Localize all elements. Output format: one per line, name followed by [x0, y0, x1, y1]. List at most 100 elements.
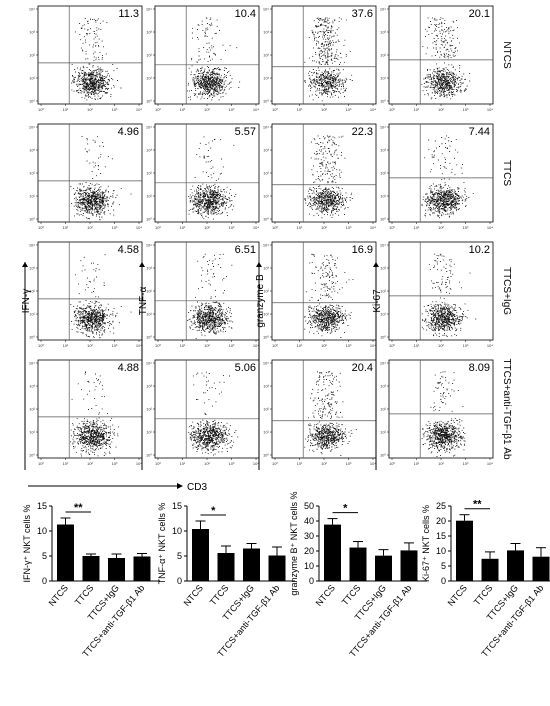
flow-events	[421, 17, 471, 100]
x-tick-label: 10³	[229, 343, 235, 348]
y-tick-label: 10³	[380, 384, 386, 389]
x-tick-label: 10⁴	[487, 461, 493, 466]
x-tick-label: 10¹	[414, 461, 420, 466]
y-tick-label: 10³	[146, 266, 152, 271]
y-tick-label: 10¹	[380, 430, 386, 435]
x-tick-label: 10³	[463, 461, 469, 466]
x-tick-label: 10³	[346, 461, 352, 466]
category-label: NTCS	[47, 583, 70, 608]
y-tick-label: 10³	[29, 30, 35, 35]
x-tick-label: 10⁰	[389, 343, 395, 348]
x-tick-label: 10²	[87, 107, 93, 112]
y-tick-label: 10⁰	[263, 453, 269, 458]
y-tick-label: 10³	[29, 148, 35, 153]
category-label: NTCS	[182, 583, 205, 608]
y-axis-label: granzyme B⁺ NKT cells %	[289, 491, 299, 595]
y-tick-label: 10¹	[380, 194, 386, 199]
y-tick-label: 10¹	[146, 194, 152, 199]
quadrant-percentage: 20.4	[352, 362, 373, 374]
y-tick-label: 20	[436, 516, 446, 526]
x-tick-label: 10³	[229, 225, 235, 230]
y-tick-label: 10¹	[263, 430, 269, 435]
flow-events	[421, 253, 477, 337]
x-tick-label: 10³	[463, 343, 469, 348]
y-tick-label: 15	[37, 501, 47, 511]
arrow-head-icon	[373, 262, 379, 267]
x-tick-label: 10¹	[414, 343, 420, 348]
x-tick-label: 10³	[112, 107, 118, 112]
y-tick-label: 10⁴	[146, 7, 152, 12]
y-tick-label: 10³	[380, 148, 386, 153]
bar	[507, 550, 524, 581]
x-tick-label: 10³	[229, 107, 235, 112]
y-tick-label: 10¹	[380, 312, 386, 317]
x-tick-label: 10¹	[414, 225, 420, 230]
y-tick-label: 10²	[29, 53, 35, 58]
x-tick-label: 10²	[321, 225, 327, 230]
flow-plot-frame	[154, 241, 260, 341]
x-tick-label: 10²	[321, 461, 327, 466]
y-tick-label: 10³	[29, 384, 35, 389]
category-label: NTCS	[314, 583, 337, 608]
bar	[349, 547, 367, 581]
x-tick-label: 10⁴	[370, 461, 376, 466]
arrow-head-icon	[256, 262, 262, 267]
x-tick-label: 10²	[438, 107, 444, 112]
x-tick-label: 10²	[87, 343, 93, 348]
x-tick-label: 10¹	[180, 225, 186, 230]
flow-events	[188, 371, 239, 456]
x-tick-label: 10³	[346, 225, 352, 230]
x-tick-label: 10¹	[297, 343, 303, 348]
y-tick-label: 10¹	[263, 312, 269, 317]
x-tick-label: 10⁰	[272, 343, 278, 348]
x-tick-label: 10¹	[297, 461, 303, 466]
y-tick-label: 10³	[29, 266, 35, 271]
y-tick-label: 10⁰	[380, 99, 386, 104]
quadrant-percentage: 22.3	[352, 126, 373, 138]
y-tick-label: 10¹	[380, 76, 386, 81]
y-tick-label: 0	[441, 576, 446, 586]
x-tick-label: 10³	[112, 343, 118, 348]
significance-marker: **	[74, 502, 83, 514]
x-tick-label: 10¹	[63, 107, 69, 112]
x-tick-label: 10¹	[297, 225, 303, 230]
y-tick-label: 10⁴	[380, 361, 386, 366]
y-tick-label: 10³	[146, 384, 152, 389]
y-tick-label: 10³	[263, 148, 269, 153]
y-tick-label: 40	[304, 516, 314, 526]
flow-events	[70, 254, 132, 339]
flow-plot-frame	[388, 241, 494, 341]
y-tick-label: 15	[436, 531, 446, 541]
x-tick-label: 10³	[346, 343, 352, 348]
y-tick-label: 10⁰	[146, 217, 152, 222]
arrow-head-icon	[177, 483, 183, 489]
y-marker-label: granzyme B	[255, 274, 266, 328]
y-tick-label: 5	[441, 561, 446, 571]
quadrant-percentage: 16.9	[352, 244, 373, 256]
x-tick-label: 10¹	[63, 461, 69, 466]
y-tick-label: 10²	[146, 53, 152, 58]
y-tick-label: 10³	[263, 266, 269, 271]
x-tick-label: 10⁴	[136, 343, 142, 348]
x-tick-label: 10⁴	[136, 107, 142, 112]
y-tick-label: 10³	[263, 30, 269, 35]
y-tick-label: 10²	[29, 289, 35, 294]
y-tick-label: 10⁰	[380, 453, 386, 458]
x-tick-label: 10⁰	[38, 107, 44, 112]
y-tick-label: 10³	[146, 30, 152, 35]
y-tick-label: 10²	[263, 171, 269, 176]
y-tick-label: 0	[309, 576, 314, 586]
y-tick-label: 10⁰	[263, 99, 269, 104]
bar	[481, 558, 499, 581]
